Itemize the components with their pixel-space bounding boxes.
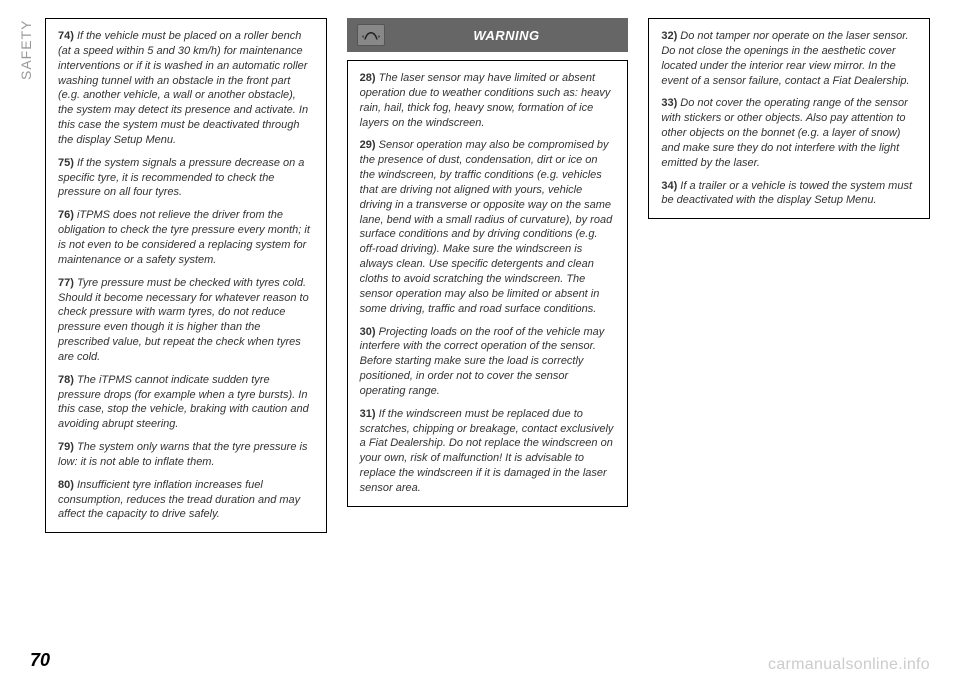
note-item: 31) If the windscreen must be replaced d… xyxy=(360,407,616,496)
note-text: If the vehicle must be placed on a rolle… xyxy=(58,30,308,146)
note-number: 32) xyxy=(661,30,677,42)
note-item: 77) Tyre pressure must be checked with t… xyxy=(58,276,314,365)
warning-label: WARNING xyxy=(395,28,619,43)
note-number: 79) xyxy=(58,441,74,453)
note-number: 29) xyxy=(360,139,376,151)
section-label: SAFETY xyxy=(18,20,34,80)
note-item: 78) The iTPMS cannot indicate sudden tyr… xyxy=(58,373,314,432)
column-2: WARNING 28) The laser sensor may have li… xyxy=(347,18,629,626)
note-number: 77) xyxy=(58,277,74,289)
note-text: Insufficient tyre inflation increases fu… xyxy=(58,479,300,521)
note-text: Do not cover the operating range of the … xyxy=(661,97,907,168)
watermark: carmanualsonline.info xyxy=(768,656,930,674)
note-text: If a trailer or a vehicle is towed the s… xyxy=(661,180,912,207)
note-item: 79) The system only warns that the tyre … xyxy=(58,440,314,470)
note-number: 31) xyxy=(360,408,376,420)
column-3: 32) Do not tamper nor operate on the las… xyxy=(648,18,930,626)
warning-icon xyxy=(357,24,385,46)
note-text: If the windscreen must be replaced due t… xyxy=(360,408,614,494)
note-text: The iTPMS cannot indicate sudden tyre pr… xyxy=(58,374,309,431)
notes-box-3: 32) Do not tamper nor operate on the las… xyxy=(648,18,930,219)
note-item: 30) Projecting loads on the roof of the … xyxy=(360,325,616,399)
column-1: 74) If the vehicle must be placed on a r… xyxy=(45,18,327,626)
note-text: Sensor operation may also be compromised… xyxy=(360,139,613,314)
notes-box-1: 74) If the vehicle must be placed on a r… xyxy=(45,18,327,533)
note-item: 32) Do not tamper nor operate on the las… xyxy=(661,29,917,88)
manual-page: SAFETY 74) If the vehicle must be placed… xyxy=(0,0,960,686)
note-number: 80) xyxy=(58,479,74,491)
content-columns: 74) If the vehicle must be placed on a r… xyxy=(45,18,930,626)
note-number: 28) xyxy=(360,72,376,84)
warning-box: 28) The laser sensor may have limited or… xyxy=(347,60,629,507)
page-number: 70 xyxy=(30,650,50,671)
note-text: The system only warns that the tyre pres… xyxy=(58,441,307,468)
note-text: Do not tamper nor operate on the laser s… xyxy=(661,30,909,87)
note-item: 29) Sensor operation may also be comprom… xyxy=(360,138,616,316)
note-number: 78) xyxy=(58,374,74,386)
note-item: 33) Do not cover the operating range of … xyxy=(661,96,917,170)
note-number: 75) xyxy=(58,157,74,169)
note-number: 30) xyxy=(360,326,376,338)
note-item: 75) If the system signals a pressure dec… xyxy=(58,156,314,201)
note-text: Tyre pressure must be checked with tyres… xyxy=(58,277,309,363)
note-item: 80) Insufficient tyre inflation increase… xyxy=(58,478,314,523)
note-number: 34) xyxy=(661,180,677,192)
note-item: 74) If the vehicle must be placed on a r… xyxy=(58,29,314,148)
note-text: The laser sensor may have limited or abs… xyxy=(360,72,611,129)
note-item: 28) The laser sensor may have limited or… xyxy=(360,71,616,130)
note-number: 33) xyxy=(661,97,677,109)
note-text: iTPMS does not relieve the driver from t… xyxy=(58,209,310,266)
note-number: 76) xyxy=(58,209,74,221)
note-text: If the system signals a pressure decreas… xyxy=(58,157,304,199)
note-text: Projecting loads on the roof of the vehi… xyxy=(360,326,605,397)
note-item: 76) iTPMS does not relieve the driver fr… xyxy=(58,208,314,267)
warning-header: WARNING xyxy=(347,18,629,52)
note-number: 74) xyxy=(58,30,74,42)
note-item: 34) If a trailer or a vehicle is towed t… xyxy=(661,179,917,209)
